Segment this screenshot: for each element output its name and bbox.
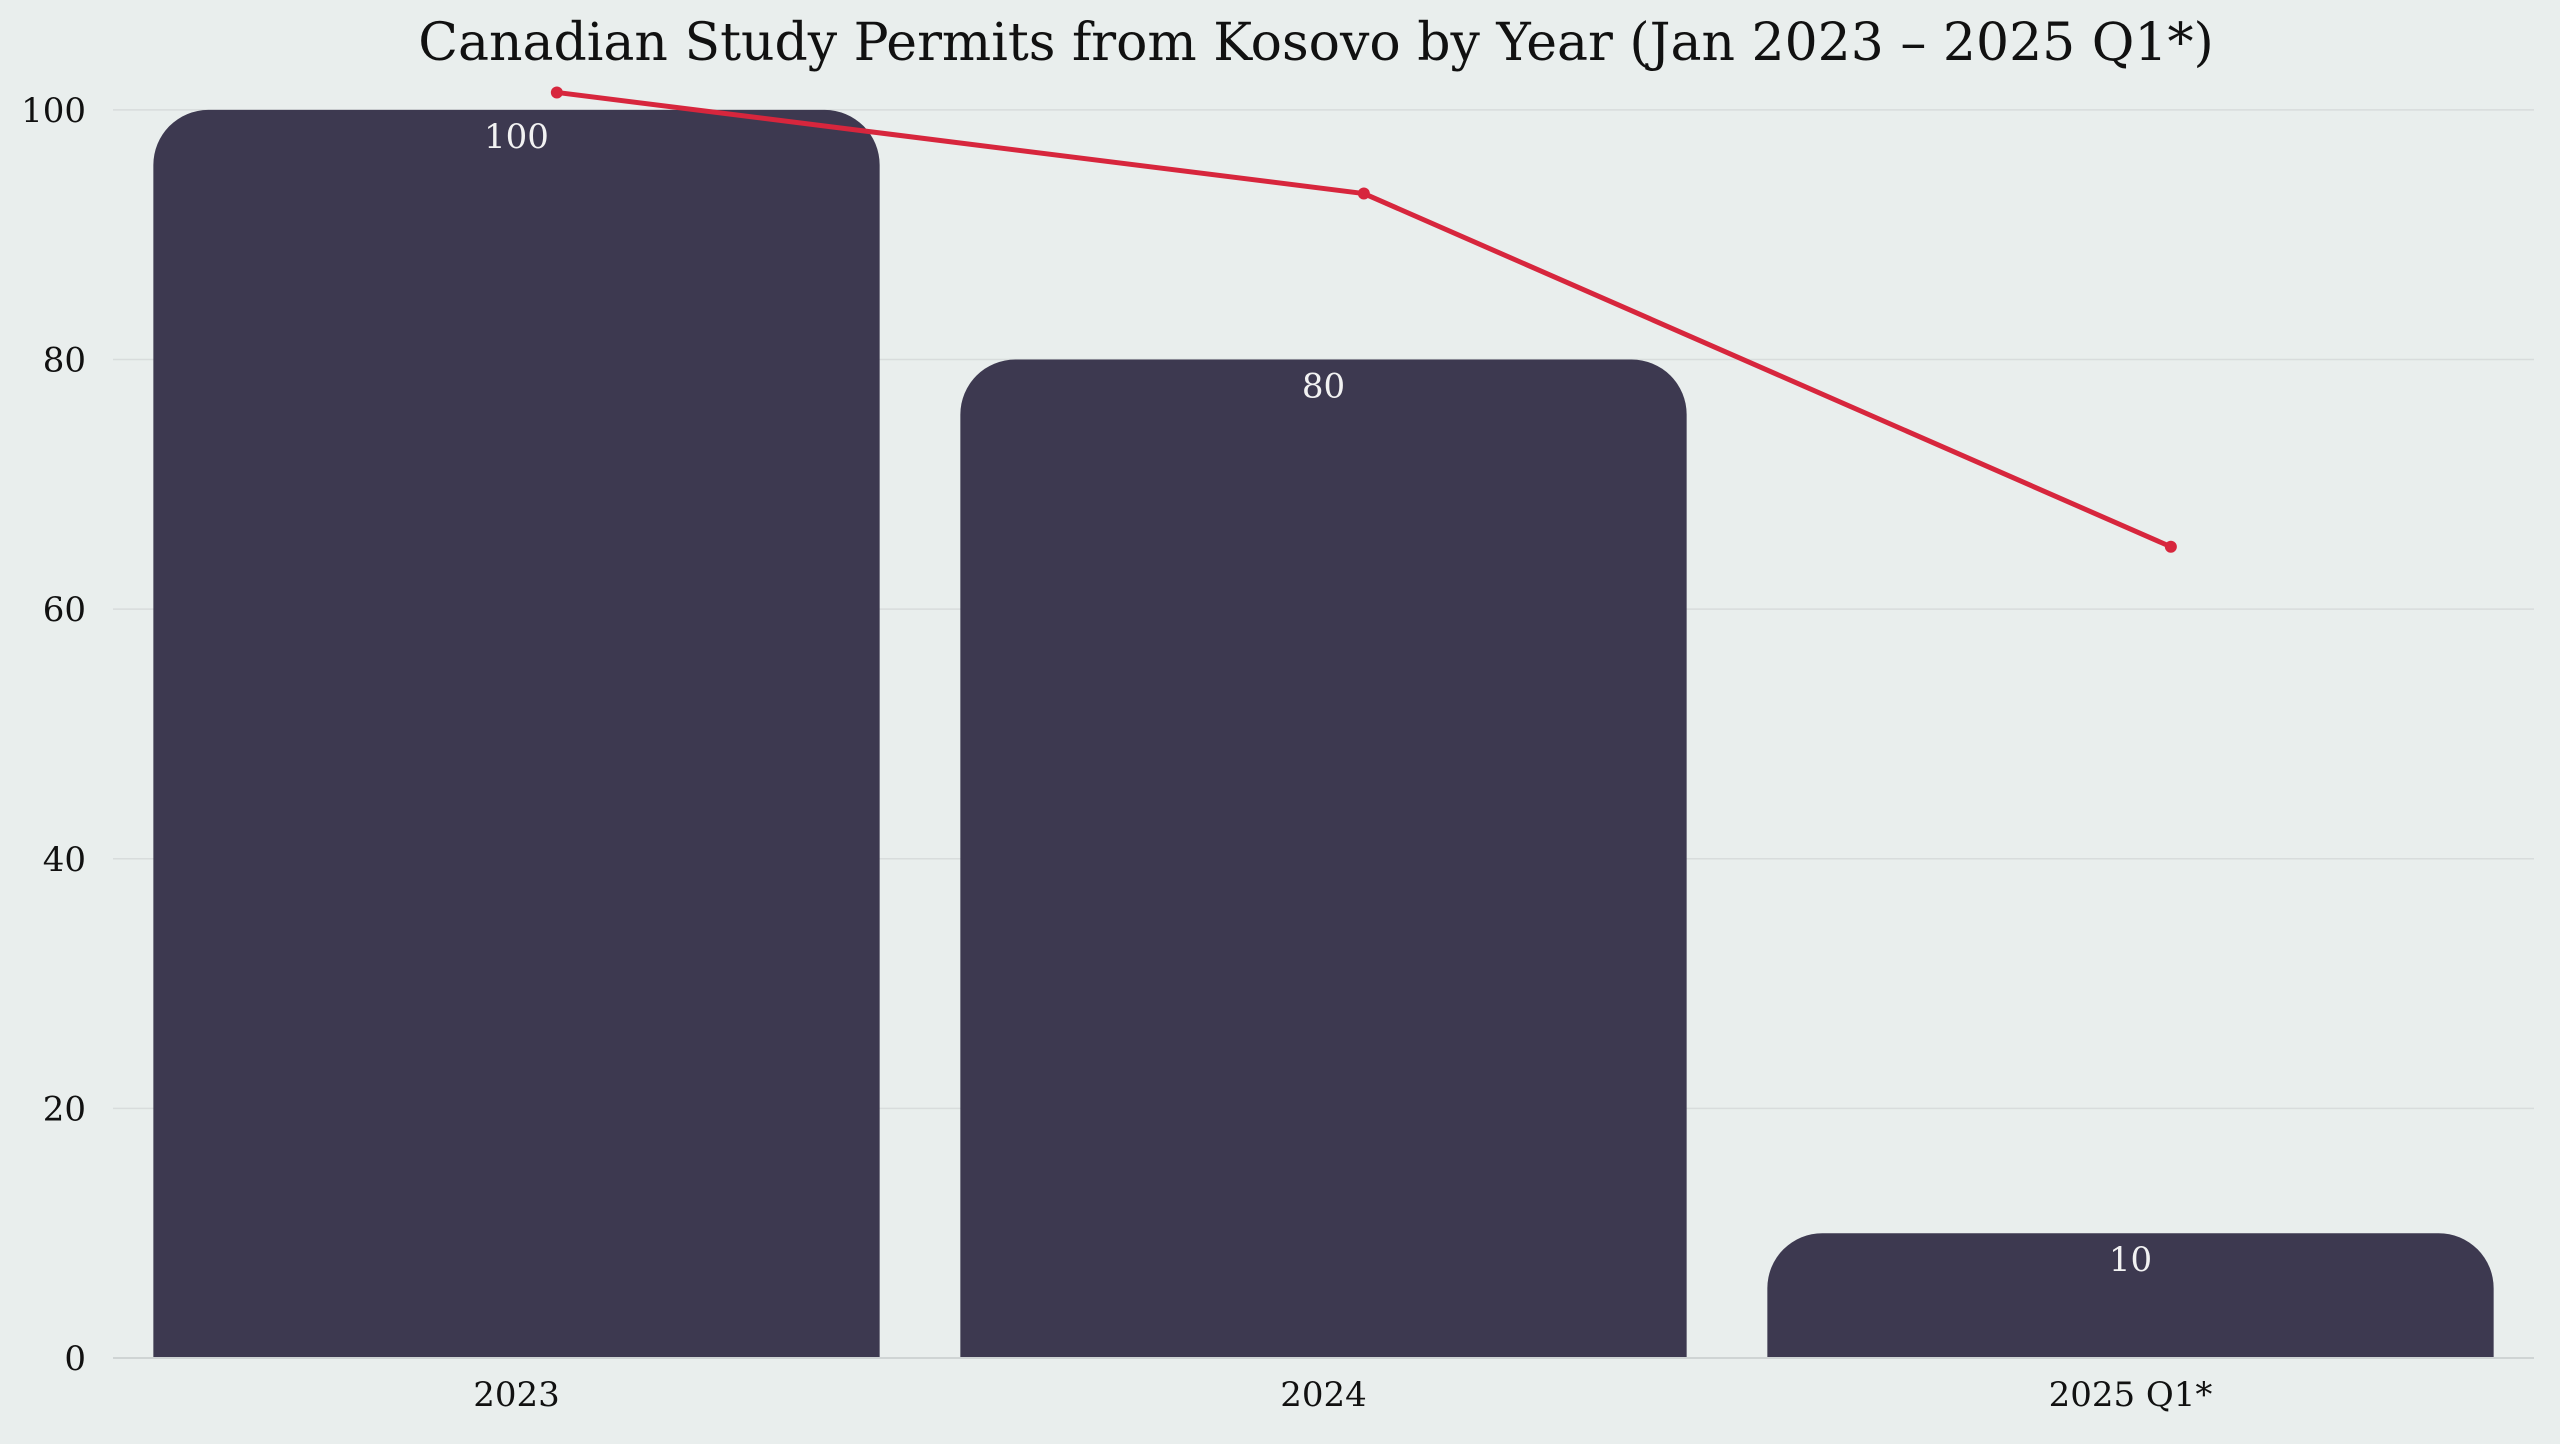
- bar-value-labels: 100 80 10: [484, 117, 2152, 1280]
- bar-2023: [153, 109, 880, 1358]
- x-tick-label: 2023: [473, 1375, 560, 1415]
- trend-line-point: [2164, 540, 2177, 553]
- y-tick-label: 80: [43, 341, 86, 381]
- bars: [153, 109, 2494, 1358]
- bar-value-label: 100: [484, 117, 549, 157]
- x-tick-label: 2025 Q1*: [2049, 1375, 2213, 1415]
- y-tick-label: 60: [43, 590, 86, 630]
- x-tick-label: 2024: [1280, 1375, 1367, 1415]
- y-tick-label: 0: [64, 1339, 86, 1379]
- bar-value-label: 80: [1302, 367, 1345, 407]
- y-tick-label: 20: [43, 1089, 86, 1129]
- y-tick-label: 40: [43, 840, 86, 880]
- bar-2025-q1-: [1767, 1233, 2494, 1358]
- trend-line-point: [1357, 187, 1370, 200]
- trend-line-layer: [550, 86, 2177, 553]
- y-tick-label: 100: [21, 91, 86, 131]
- x-axis-ticks: 2023 2024 2025 Q1*: [473, 1375, 2212, 1415]
- trend-line-point: [550, 86, 563, 99]
- bar-2024: [960, 359, 1687, 1358]
- y-axis-ticks: 0 20 40 60 80 100: [21, 91, 86, 1379]
- chart-title: Canadian Study Permits from Kosovo by Ye…: [418, 13, 2214, 73]
- bar-value-label: 10: [2109, 1240, 2152, 1280]
